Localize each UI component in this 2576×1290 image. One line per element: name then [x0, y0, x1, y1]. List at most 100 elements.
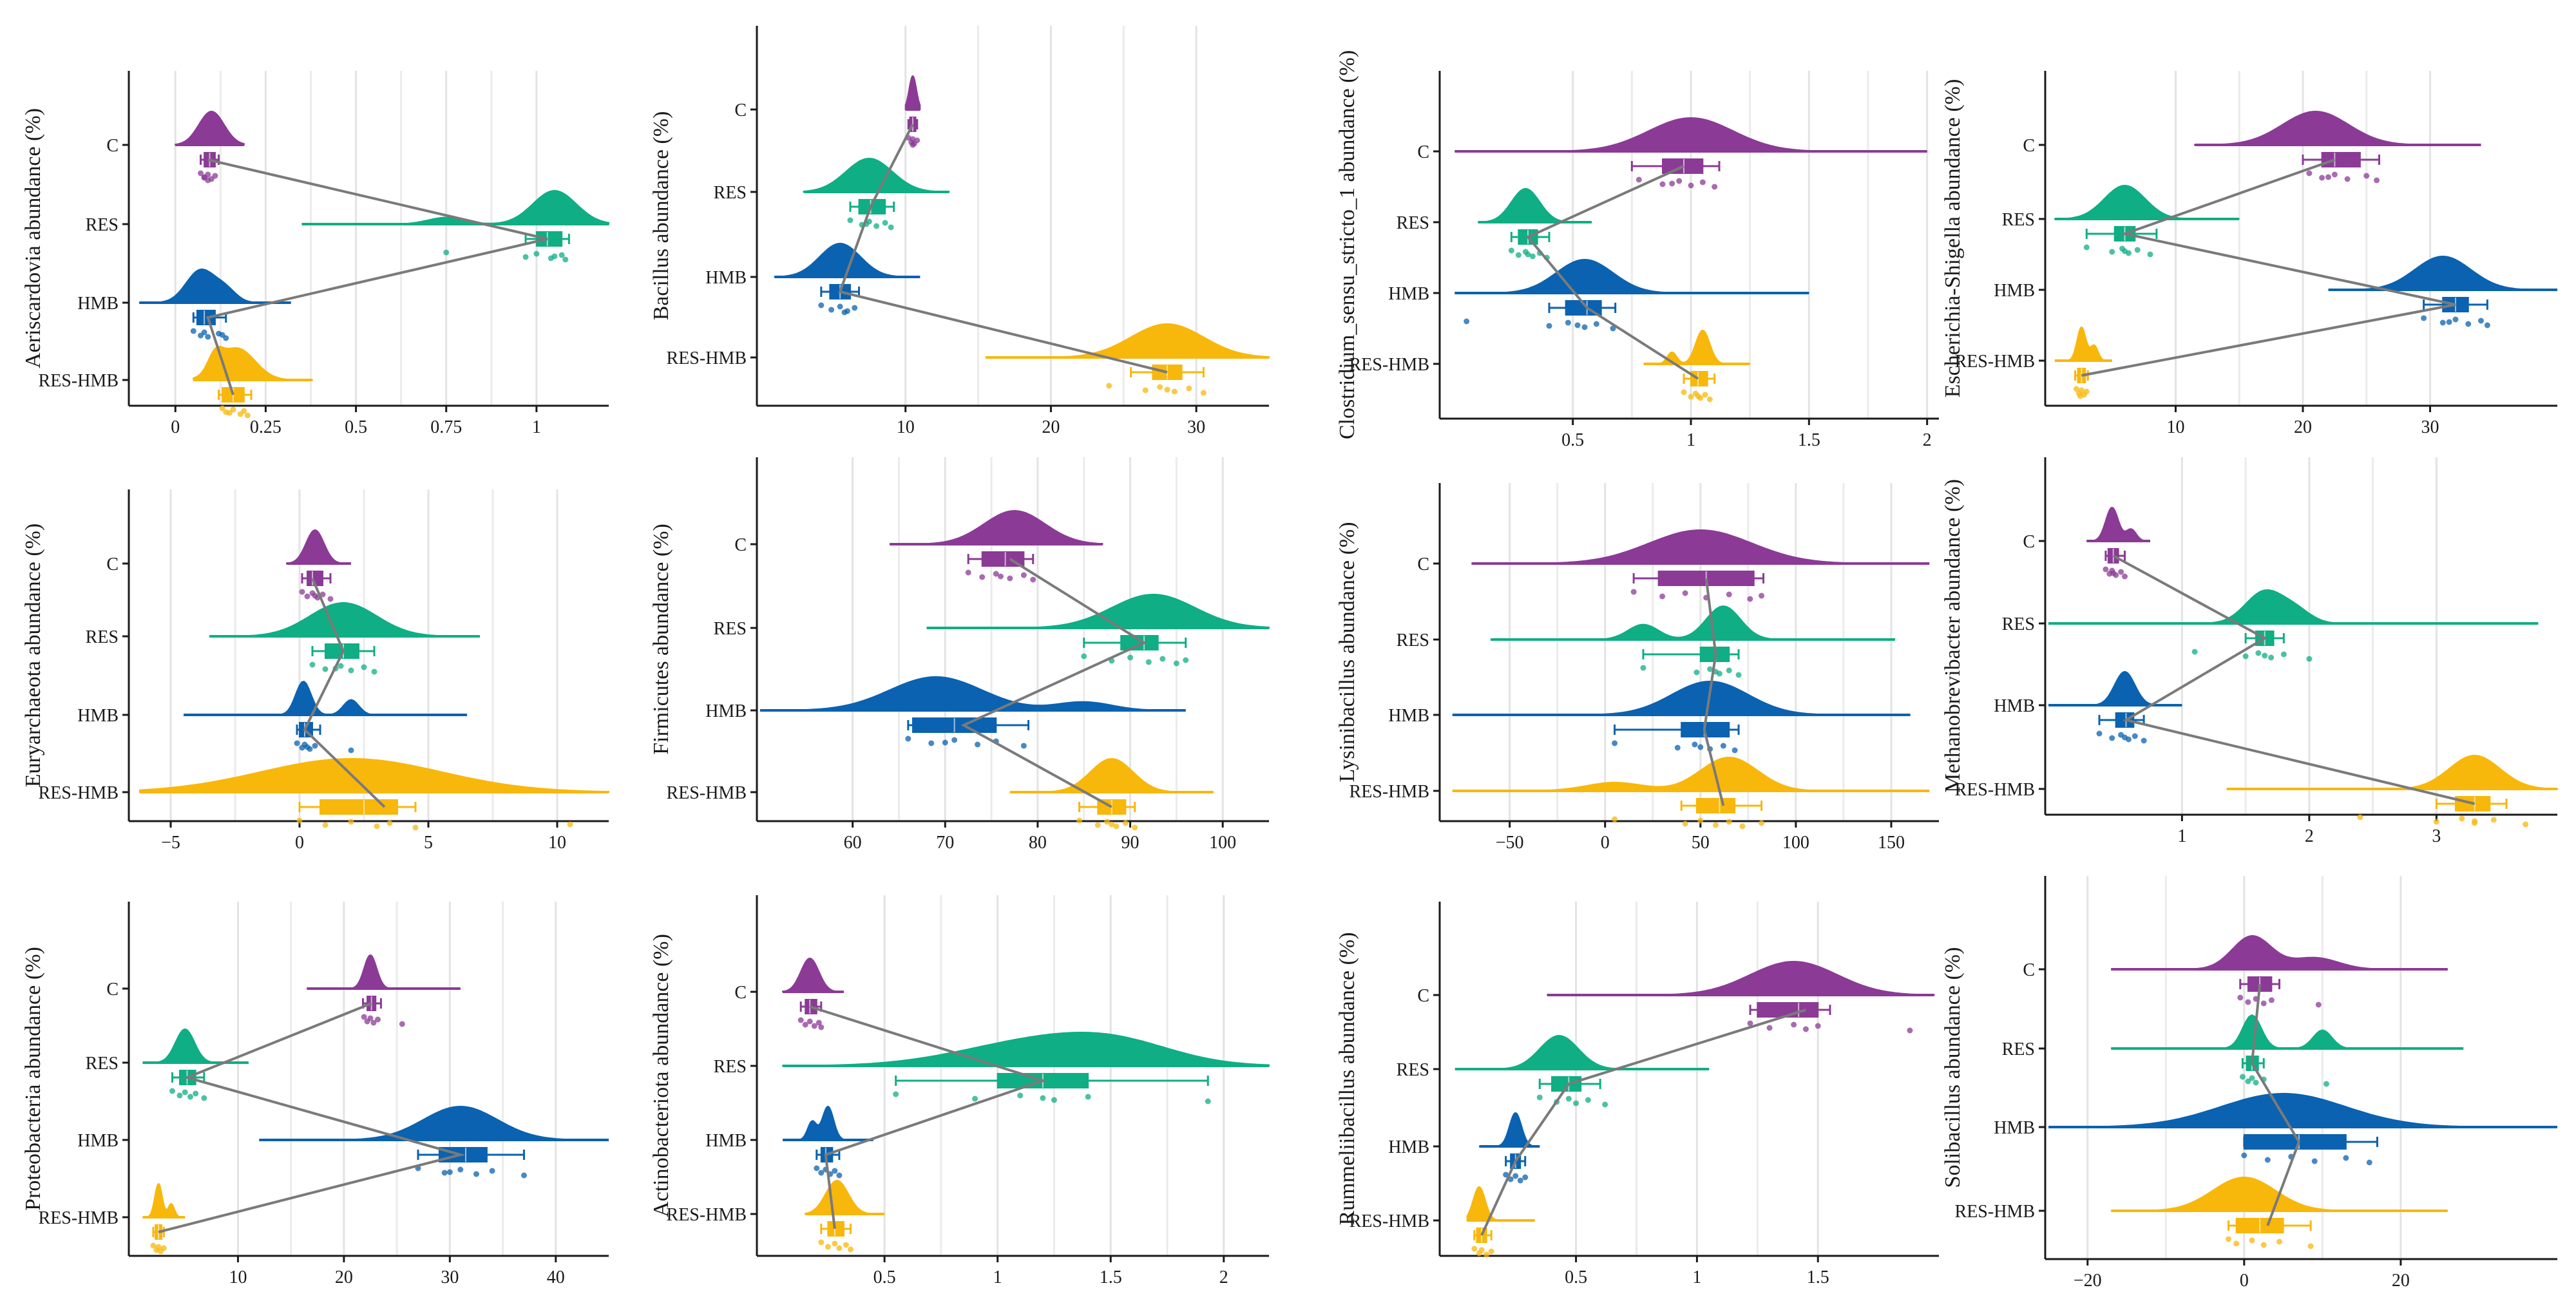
- data-point: [558, 252, 565, 258]
- category-label: RES-HMB: [1350, 1211, 1429, 1231]
- box: [320, 799, 398, 815]
- data-point: [2255, 650, 2262, 656]
- data-point: [1674, 745, 1681, 751]
- data-point: [2110, 570, 2117, 576]
- panel-12: −20 0 20 Solibacillus abundance (%) C RES HMB R…: [1941, 876, 2557, 1290]
- category-label: HMB: [705, 701, 747, 721]
- category-label: HMB: [1994, 281, 2035, 301]
- data-point: [1747, 596, 1753, 602]
- density-cloud: [2048, 589, 2539, 624]
- data-point: [457, 1166, 464, 1173]
- data-point: [2433, 819, 2439, 825]
- category-label: RES: [1397, 213, 1429, 233]
- y-axis-label: Methanobrevibacter abundance (%): [1941, 479, 1965, 793]
- category-label: C: [734, 100, 747, 120]
- data-point: [2147, 251, 2153, 258]
- x-tick-label: 30: [441, 1267, 459, 1287]
- data-point: [1173, 660, 1179, 667]
- category-label: C: [1417, 555, 1429, 574]
- density-cloud: [759, 676, 1186, 711]
- density-cloud: [2111, 934, 2448, 970]
- x-tick-label: −50: [1496, 833, 1524, 853]
- x-tick-label: 10: [2167, 417, 2185, 437]
- data-point: [1713, 822, 1719, 828]
- density-cloud: [1478, 187, 1592, 223]
- data-point: [1109, 821, 1115, 828]
- data-point: [2306, 170, 2313, 176]
- data-point: [1525, 251, 1531, 258]
- density-cloud: [142, 1182, 186, 1218]
- y-axis-label: Proteobacteria abundance (%): [21, 947, 45, 1211]
- x-tick-label: 1.5: [1798, 430, 1820, 450]
- x-tick-label: 1.5: [1100, 1267, 1122, 1287]
- x-tick-label: 70: [936, 833, 954, 853]
- data-point: [905, 735, 911, 742]
- data-point: [177, 1092, 183, 1099]
- category-label: HMB: [1388, 706, 1429, 726]
- data-point: [370, 1020, 377, 1026]
- x-tick-label: 20: [335, 1267, 353, 1287]
- data-point: [361, 664, 367, 670]
- category-label: RES-HMB: [1955, 1202, 2035, 1222]
- data-point: [1585, 1097, 1591, 1103]
- category-label: RES: [2002, 210, 2035, 230]
- mean-connector-line: [2081, 158, 2456, 377]
- data-point: [1907, 1027, 1913, 1034]
- data-point: [2315, 1001, 2322, 1008]
- category-label: HMB: [1388, 1137, 1429, 1157]
- data-point: [1145, 659, 1152, 665]
- data-point: [551, 253, 558, 260]
- data-point: [294, 740, 300, 746]
- category-label: RES: [2002, 1039, 2035, 1059]
- category-label: C: [1417, 986, 1429, 1006]
- data-point: [942, 739, 948, 746]
- data-point: [1471, 1246, 1478, 1252]
- data-point: [2118, 569, 2124, 575]
- density-cloud: [286, 529, 351, 564]
- data-point: [2226, 1236, 2232, 1242]
- x-tick-label: 1: [1686, 430, 1695, 450]
- density-cloud: [2054, 326, 2112, 361]
- x-tick-label: 2: [2305, 826, 2314, 846]
- data-point: [979, 574, 986, 580]
- category-label: HMB: [77, 294, 119, 314]
- category-label: C: [106, 555, 119, 574]
- data-point: [1612, 816, 1618, 822]
- mean-connector-line: [158, 1002, 466, 1233]
- data-point: [1739, 823, 1746, 830]
- data-point: [2325, 174, 2331, 180]
- box: [1695, 798, 1736, 813]
- data-point: [533, 251, 540, 257]
- mean-connector-line: [206, 158, 548, 395]
- data-point: [2268, 654, 2275, 661]
- density-cloud: [1452, 681, 1911, 716]
- data-point: [965, 569, 971, 576]
- data-point: [1602, 1101, 1608, 1108]
- data-point: [1183, 657, 1189, 663]
- category-label: RES-HMB: [1955, 780, 2035, 800]
- data-point: [1536, 1094, 1543, 1101]
- data-point: [304, 593, 310, 600]
- data-point: [367, 1015, 374, 1021]
- panel-7: −50 0 50 100 150 Lysinibacillus abundance (%)…: [1335, 483, 1939, 853]
- category-label: RES: [86, 1054, 119, 1074]
- category-label: HMB: [77, 1131, 119, 1151]
- data-point: [348, 819, 354, 825]
- x-tick-label: 3: [2432, 826, 2441, 846]
- data-point: [1610, 325, 1616, 332]
- data-point: [2249, 1237, 2255, 1244]
- mean-connector-line: [2112, 555, 2476, 805]
- data-point: [1732, 747, 1738, 754]
- density-cloud: [209, 602, 480, 637]
- data-point: [219, 405, 225, 412]
- data-point: [338, 663, 344, 669]
- data-point: [1759, 820, 1765, 826]
- data-point: [1681, 389, 1687, 395]
- category-label: RES: [86, 627, 119, 647]
- data-point: [1484, 1251, 1490, 1258]
- data-point: [1707, 666, 1713, 672]
- box: [1551, 1076, 1582, 1092]
- box: [2321, 152, 2361, 167]
- density-cloud: [803, 157, 950, 193]
